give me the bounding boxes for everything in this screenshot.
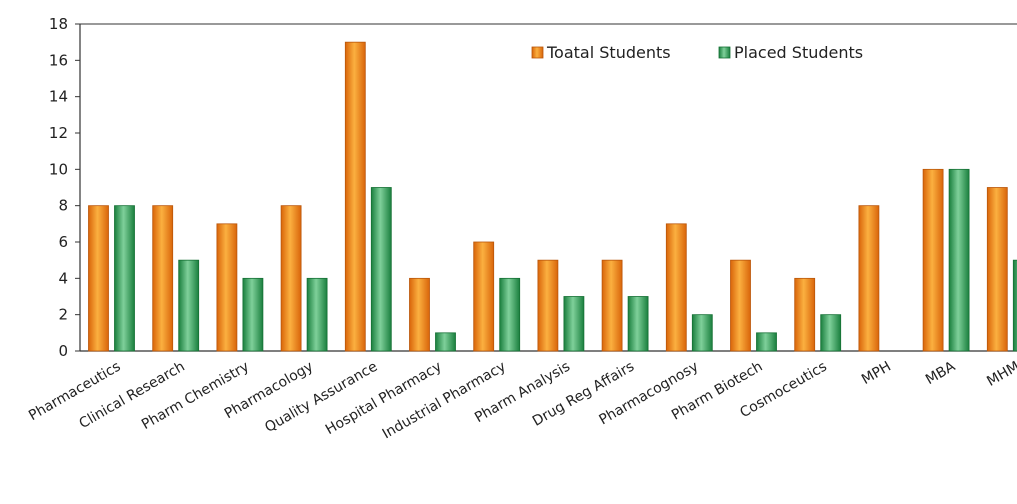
bar-placed-2: [242, 277, 264, 352]
bar-total-1: [152, 205, 174, 352]
bars: [88, 41, 1017, 352]
bar-total-11: [794, 277, 816, 352]
bar-total-13: [922, 168, 944, 352]
bar-placed-9: [691, 314, 713, 352]
bar-placed-10: [756, 332, 777, 352]
y-tick-label: 0: [58, 342, 68, 360]
y-tick-label: 8: [58, 197, 68, 215]
legend-label-0: Toatal Students: [546, 43, 671, 62]
bar-total-0: [88, 205, 109, 352]
bar-placed-7: [563, 296, 585, 352]
bar-total-8: [601, 259, 623, 352]
y-tick-label: 4: [58, 269, 68, 287]
bar-total-7: [537, 259, 559, 352]
bar-total-5: [409, 277, 430, 352]
bar-total-14: [986, 187, 1008, 352]
legend: Toatal Students Placed Students: [531, 43, 863, 62]
x-tick-label: Quality Assurance: [262, 359, 380, 436]
bar-placed-5: [435, 332, 456, 352]
bar-placed-8: [627, 296, 649, 352]
x-tick-label: Industrial Pharmacy: [380, 359, 509, 443]
y-tick-label: 6: [58, 233, 68, 251]
bar-total-12: [858, 205, 880, 352]
bar-placed-11: [820, 314, 842, 352]
bar-placed-14: [1012, 259, 1017, 352]
y-tick-label: 14: [49, 88, 68, 106]
legend-label-1: Placed Students: [734, 43, 863, 62]
bar-total-2: [216, 223, 238, 352]
y-tick-label: 10: [49, 160, 68, 178]
x-tick-label: MPH: [859, 359, 894, 388]
bar-placed-13: [948, 168, 970, 352]
x-tick-label: MHM: [984, 359, 1017, 390]
y-tick-label: 2: [58, 306, 68, 324]
x-tick-label: Pharm Chemistry: [139, 359, 252, 433]
y-tick-labels: 0 2 4 6 8 10 12 14 16 18: [49, 15, 68, 360]
bar-placed-0: [114, 205, 135, 352]
bar-total-3: [280, 205, 302, 352]
bar-placed-6: [499, 277, 521, 352]
bar-total-10: [730, 259, 751, 352]
bar-placed-4: [370, 187, 392, 352]
x-tick-label: MBA: [923, 358, 958, 388]
y-tick-label: 16: [49, 51, 68, 69]
y-tick-label: 18: [49, 15, 68, 33]
legend-swatch-1: [718, 46, 731, 59]
y-tick-label: 12: [49, 124, 68, 142]
bar-placed-3: [306, 277, 328, 352]
bar-placed-1: [178, 259, 200, 352]
legend-swatch-0: [531, 46, 544, 59]
bar-total-4: [344, 41, 366, 352]
bar-total-6: [473, 241, 495, 352]
bar-total-9: [665, 223, 687, 352]
x-tick-label: Clinical Research: [77, 359, 188, 432]
